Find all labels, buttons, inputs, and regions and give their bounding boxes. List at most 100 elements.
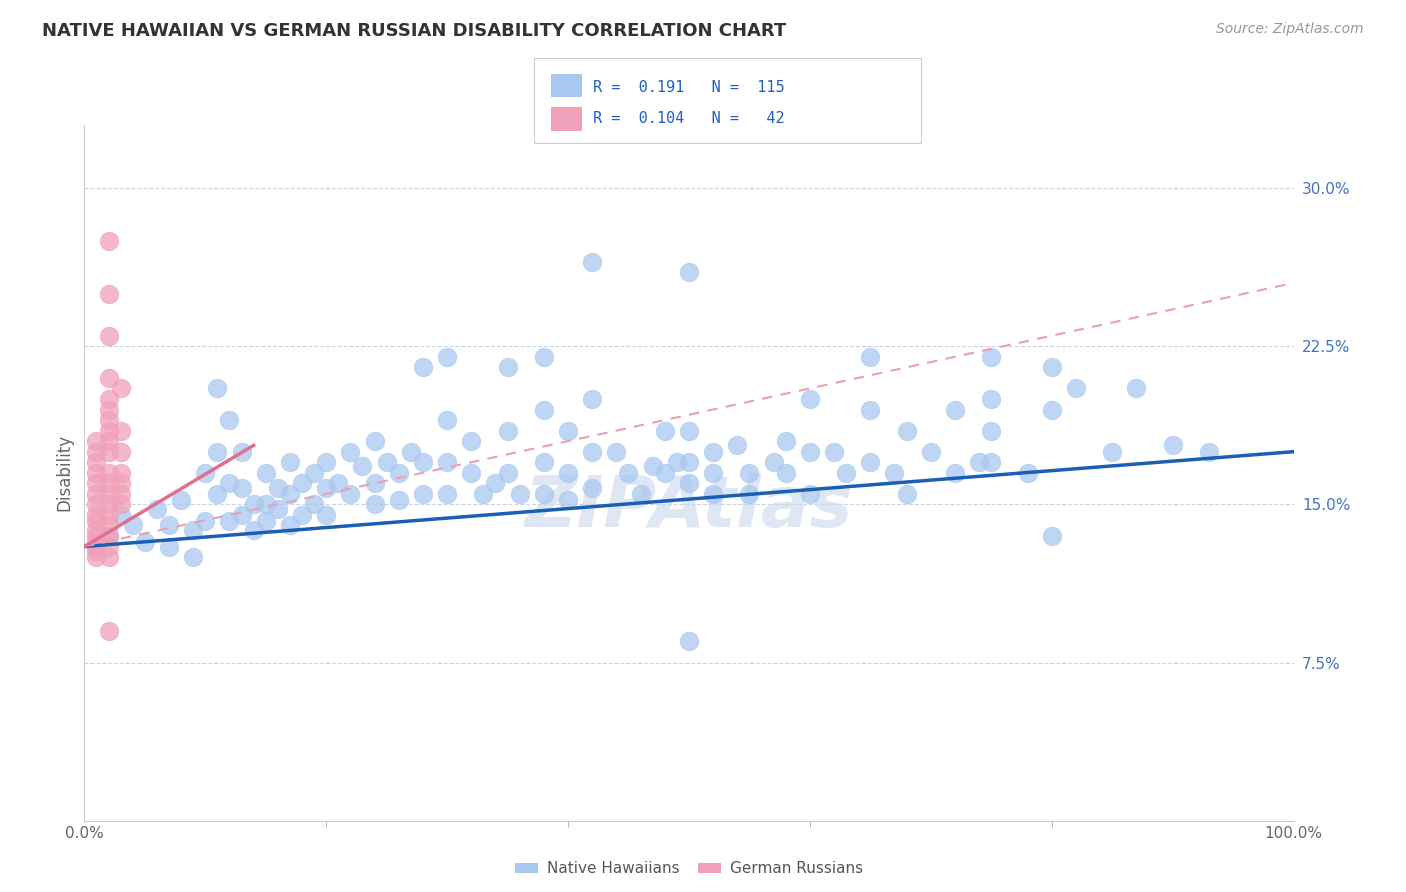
- Point: [181, 550, 204, 565]
- Point: [775, 434, 797, 449]
- Point: [97, 487, 120, 501]
- Point: [533, 350, 555, 364]
- Point: [738, 487, 761, 501]
- Point: [725, 438, 748, 452]
- Point: [97, 392, 120, 406]
- Point: [920, 444, 942, 458]
- Point: [641, 459, 664, 474]
- Point: [1040, 529, 1063, 543]
- Point: [630, 487, 652, 501]
- Point: [86, 434, 108, 449]
- Point: [762, 455, 785, 469]
- Point: [278, 455, 301, 469]
- Point: [86, 550, 108, 565]
- Point: [581, 392, 603, 406]
- Y-axis label: Disability: Disability: [55, 434, 73, 511]
- Point: [157, 518, 180, 533]
- Point: [665, 455, 688, 469]
- Point: [533, 402, 555, 417]
- Point: [980, 455, 1002, 469]
- Text: R =  0.191   N =  115: R = 0.191 N = 115: [593, 80, 785, 95]
- Point: [1125, 381, 1147, 395]
- Point: [110, 487, 132, 501]
- Point: [86, 455, 108, 469]
- Point: [97, 371, 120, 385]
- Point: [291, 508, 314, 522]
- Point: [207, 444, 229, 458]
- Point: [134, 535, 156, 549]
- Point: [678, 455, 700, 469]
- Point: [110, 497, 132, 511]
- Point: [146, 501, 169, 516]
- Point: [267, 501, 290, 516]
- Text: Source: ZipAtlas.com: Source: ZipAtlas.com: [1216, 22, 1364, 37]
- Point: [242, 523, 264, 537]
- Point: [97, 424, 120, 438]
- Point: [218, 514, 240, 528]
- Point: [460, 434, 482, 449]
- Point: [254, 466, 277, 480]
- Point: [363, 497, 385, 511]
- Point: [775, 466, 797, 480]
- Point: [110, 476, 132, 491]
- Point: [412, 487, 434, 501]
- Point: [86, 508, 108, 522]
- Point: [86, 514, 108, 528]
- Point: [1101, 444, 1123, 458]
- Point: [86, 487, 108, 501]
- Point: [315, 508, 337, 522]
- Point: [86, 466, 108, 480]
- Point: [1040, 402, 1063, 417]
- Point: [859, 402, 882, 417]
- Point: [859, 350, 882, 364]
- Point: [86, 497, 108, 511]
- Point: [207, 381, 229, 395]
- Point: [967, 455, 990, 469]
- Point: [1017, 466, 1039, 480]
- Point: [702, 487, 724, 501]
- Point: [484, 476, 506, 491]
- Point: [97, 508, 120, 522]
- Point: [278, 487, 301, 501]
- Legend: Native Hawaiians, German Russians: Native Hawaiians, German Russians: [509, 855, 869, 882]
- Point: [436, 350, 458, 364]
- Point: [823, 444, 845, 458]
- Point: [533, 455, 555, 469]
- Point: [110, 381, 132, 395]
- Point: [654, 424, 676, 438]
- Point: [278, 518, 301, 533]
- Point: [97, 234, 120, 248]
- Point: [110, 508, 132, 522]
- Point: [97, 518, 120, 533]
- Point: [1064, 381, 1087, 395]
- Point: [181, 523, 204, 537]
- Point: [581, 481, 603, 495]
- Text: R =  0.104   N =   42: R = 0.104 N = 42: [593, 111, 785, 126]
- Point: [97, 529, 120, 543]
- Point: [218, 413, 240, 427]
- Point: [97, 434, 120, 449]
- Point: [388, 466, 411, 480]
- Point: [86, 543, 108, 558]
- Point: [97, 286, 120, 301]
- Point: [943, 466, 966, 480]
- Point: [291, 476, 314, 491]
- Point: [157, 540, 180, 554]
- Point: [472, 487, 495, 501]
- Point: [97, 540, 120, 554]
- Point: [399, 444, 422, 458]
- Point: [896, 487, 918, 501]
- Point: [496, 466, 519, 480]
- Point: [97, 402, 120, 417]
- Point: [97, 476, 120, 491]
- Point: [97, 497, 120, 511]
- Point: [86, 444, 108, 458]
- Point: [943, 402, 966, 417]
- Point: [254, 497, 277, 511]
- Point: [581, 255, 603, 269]
- Point: [436, 455, 458, 469]
- Point: [97, 413, 120, 427]
- Point: [86, 535, 108, 549]
- Point: [218, 476, 240, 491]
- Point: [678, 476, 700, 491]
